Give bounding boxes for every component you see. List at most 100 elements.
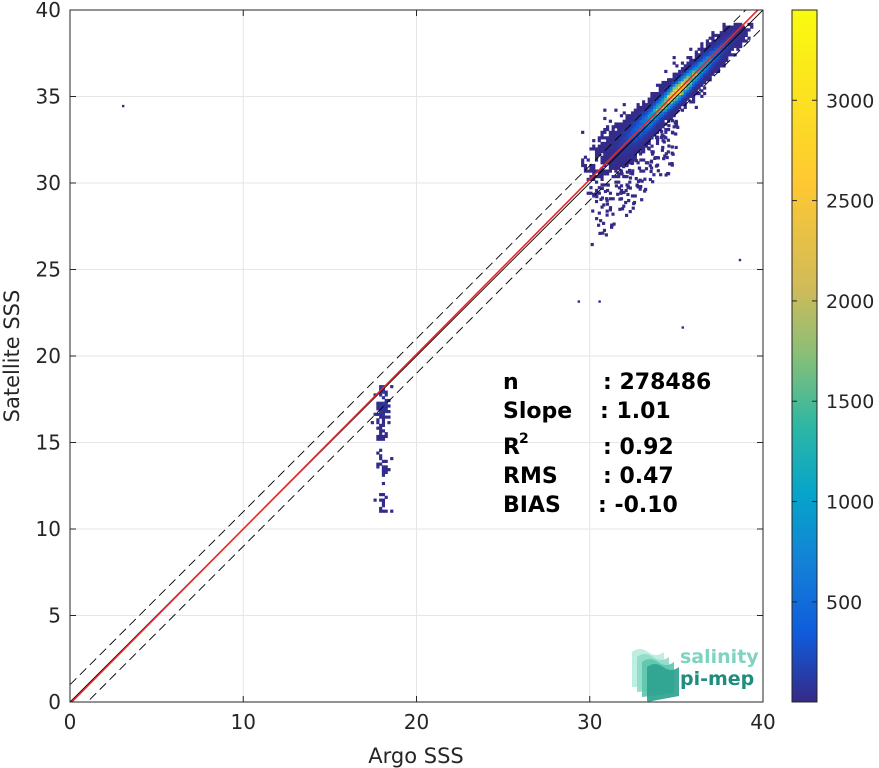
heatmap-cell-956 — [649, 160, 654, 164]
heatmap-cell-889 — [741, 33, 746, 38]
heatmap-cell-911 — [666, 171, 670, 176]
heatmap-cell-771 — [714, 61, 718, 65]
heatmap-cell-1112 — [381, 459, 386, 463]
heatmap-cell-505 — [667, 100, 671, 104]
heatmap-cell-959 — [598, 231, 602, 236]
heatmap-cell-595 — [683, 100, 687, 104]
heatmap-cell-878 — [739, 44, 743, 49]
stat-value-3: : 0.47 — [603, 464, 674, 489]
heatmap-cell-365 — [644, 116, 649, 121]
heatmap-cell-422 — [653, 94, 657, 98]
heatmap-cell-654 — [691, 64, 696, 68]
heatmap-cell-879 — [739, 42, 743, 46]
heatmap-cell-819 — [722, 33, 726, 38]
heatmap-cell-1140 — [384, 404, 388, 408]
heatmap-cell-793 — [716, 36, 721, 40]
heatmap-cell-63 — [600, 144, 604, 148]
heatmap-cell-1120 — [381, 412, 386, 416]
heatmap-cell-1129 — [384, 509, 388, 513]
heatmap-cell-349 — [642, 111, 646, 115]
heatmap-cell-139 — [614, 169, 618, 173]
colorbar-tick-label-4: 2500 — [826, 191, 874, 213]
heatmap-cell-1006 — [664, 152, 668, 156]
heatmap-cell-72 — [603, 158, 607, 162]
heatmap-cell-111 — [608, 147, 612, 151]
heatmap-cell-312 — [636, 108, 640, 112]
heatmap-cell-611 — [686, 92, 690, 96]
heatmap-cell-212 — [622, 125, 626, 129]
heatmap-cell-417 — [653, 108, 657, 112]
heatmap-cell-1104 — [381, 501, 386, 505]
heatmap-cell-252 — [628, 125, 632, 129]
heatmap-cell-1003 — [638, 152, 643, 156]
heatmap-cell-253 — [628, 122, 632, 126]
heatmap-cell-941 — [663, 154, 667, 158]
heatmap-cell-676 — [697, 83, 701, 87]
heatmap-cell-347 — [642, 116, 646, 121]
heatmap-cell-107 — [608, 158, 612, 162]
heatmap-cell-1139 — [384, 407, 388, 411]
heatmap-cell-1119 — [381, 415, 386, 419]
heatmap-cell-494 — [664, 83, 668, 87]
heatmap-cell-871 — [736, 39, 740, 43]
heatmap-cell-799 — [719, 53, 723, 57]
heatmap-cell-677 — [697, 80, 701, 85]
heatmap-cell-824 — [725, 58, 729, 62]
heatmap-cell-599 — [683, 89, 687, 93]
heatmap-cell-335 — [642, 150, 646, 154]
heatmap-cell-71 — [603, 161, 607, 165]
heatmap-cell-1137 — [384, 415, 388, 419]
heatmap-cell-1049 — [648, 177, 652, 182]
heatmap-cell-744 — [708, 58, 712, 62]
heatmap-cell-779 — [714, 39, 718, 43]
heatmap-cell-261 — [630, 152, 635, 157]
heatmap-cell-949 — [666, 150, 670, 154]
heatmap-cell-620 — [686, 67, 690, 71]
heatmap-cell-375 — [647, 133, 651, 137]
heatmap-cell-370 — [644, 103, 649, 107]
heatmap-cell-1082 — [379, 462, 383, 466]
heatmap-cell-776 — [714, 47, 718, 51]
heatmap-cell-249 — [628, 133, 632, 137]
heatmap-cell-582 — [680, 92, 685, 96]
heatmap-cell-760 — [711, 50, 715, 54]
heatmap-cell-1056 — [624, 200, 628, 205]
heatmap-cell-496 — [664, 69, 668, 74]
heatmap-cell-687 — [697, 53, 701, 57]
heatmap-cell-69 — [603, 169, 607, 173]
heatmap-cell-468 — [661, 105, 665, 110]
heatmap-cell-590 — [680, 69, 685, 74]
heatmap-cell-369 — [644, 105, 649, 110]
heatmap-cell-549 — [675, 105, 679, 110]
heatmap-cell-129 — [611, 144, 615, 148]
heatmap-cell-1058 — [610, 225, 614, 229]
heatmap-cell-1016 — [616, 192, 620, 196]
heatmap-cell-153 — [614, 130, 618, 134]
heatmap-cell-330 — [639, 111, 643, 115]
heatmap-cell-298 — [636, 147, 640, 151]
heatmap-cell-200 — [622, 158, 626, 162]
heatmap-cell-485 — [664, 108, 668, 112]
heatmap-cell-318 — [639, 144, 643, 148]
heatmap-cell-700 — [700, 58, 704, 62]
heatmap-cell-93 — [606, 147, 610, 151]
heatmap-cell-1087 — [379, 434, 383, 439]
heatmap-cell-52 — [600, 183, 604, 187]
heatmap-cell-578 — [680, 103, 685, 107]
heatmap-cell-1015 — [601, 221, 606, 225]
heatmap-cell-393 — [650, 130, 654, 134]
heatmap-cell-189 — [619, 139, 624, 143]
heatmap-cell-423 — [653, 92, 657, 96]
heatmap-cell-825 — [725, 56, 729, 60]
heatmap-cell-286 — [633, 133, 637, 137]
heatmap-cell-639 — [689, 56, 693, 60]
heatmap-cell-174 — [617, 127, 621, 132]
heatmap-cell-797 — [719, 58, 723, 62]
heatmap-cell-1030 — [656, 169, 660, 173]
heatmap-cell-1105 — [381, 498, 386, 502]
heatmap-cell-971 — [640, 198, 644, 202]
heatmap-cell-50 — [597, 136, 601, 140]
heatmap-cell-35 — [594, 158, 599, 162]
heatmap-cell-626 — [689, 92, 693, 96]
heatmap-cell-208 — [622, 136, 626, 140]
